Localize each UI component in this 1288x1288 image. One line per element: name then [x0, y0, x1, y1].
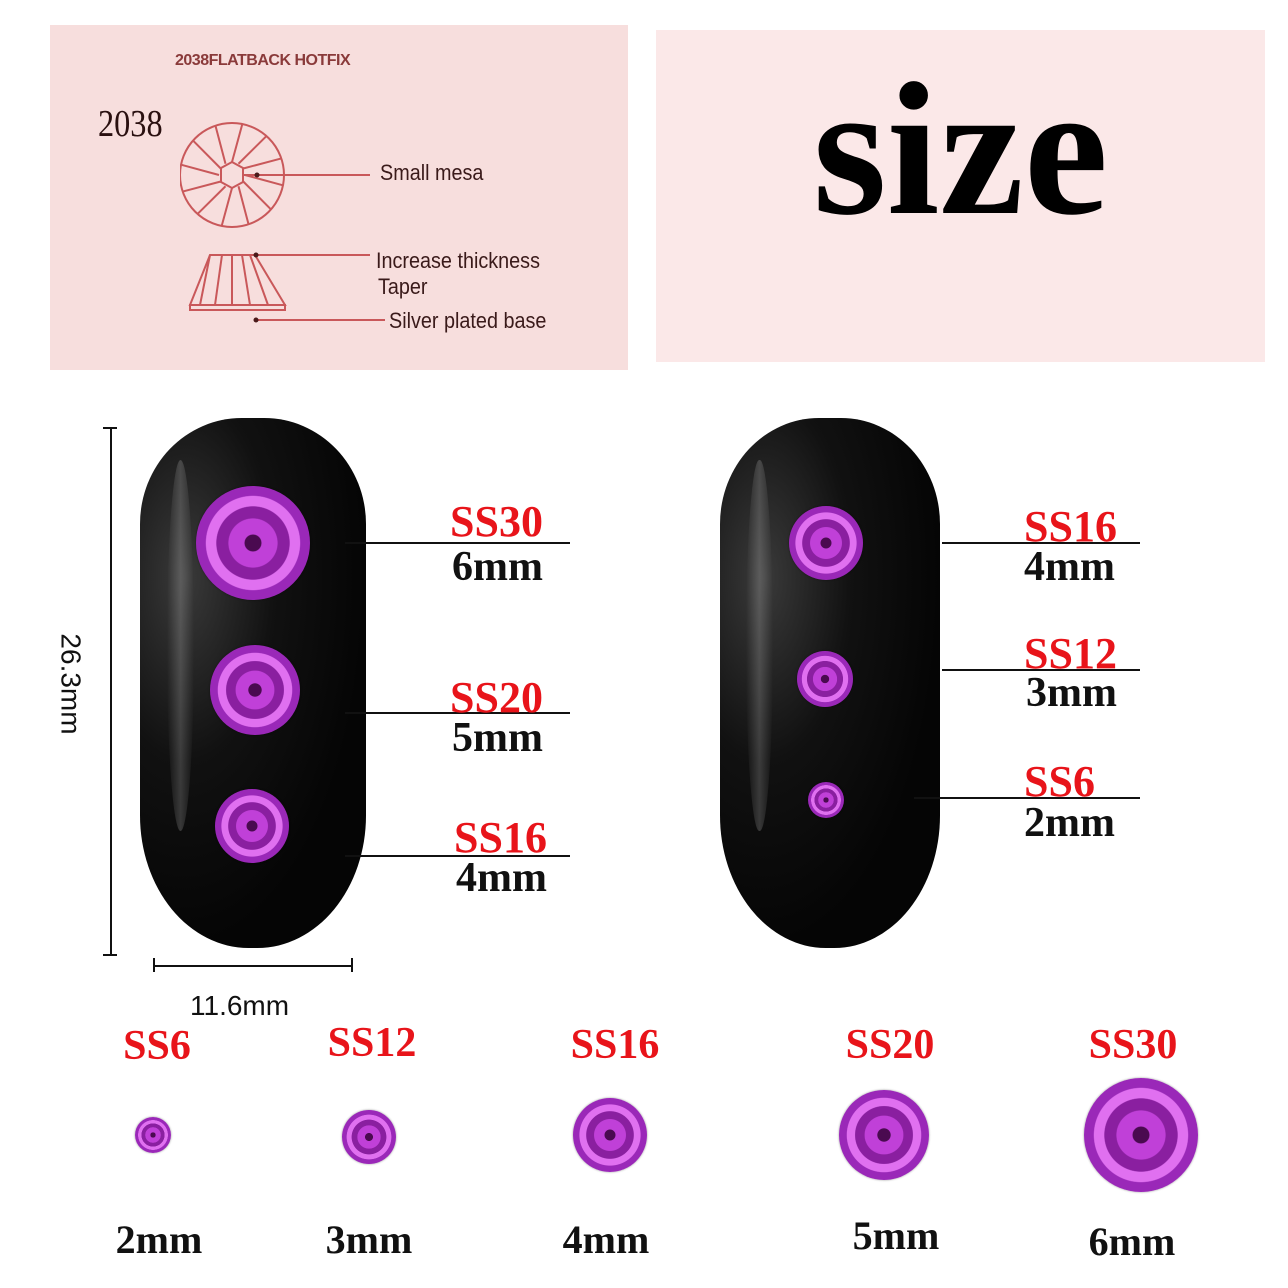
dimension-tick: [351, 958, 353, 972]
rhinestone-ss20: [210, 645, 300, 735]
diagram-spoke: [242, 180, 272, 211]
dimension-tick: [103, 427, 117, 429]
size-ss-label: SS16: [570, 1022, 660, 1068]
rhinestone-ss6: [808, 782, 844, 818]
ss-label: SS6: [1024, 757, 1095, 806]
model-number: 2038: [98, 103, 163, 145]
ss-label: SS16: [1024, 502, 1117, 551]
size-mm-label: 3mm: [325, 1217, 413, 1262]
rhinestone-6mm: [1084, 1078, 1198, 1192]
rhinestone-4mm: [573, 1098, 647, 1172]
size-ss-label: SS12: [327, 1020, 417, 1066]
height-dimension-line: [110, 427, 112, 955]
mm-label: 4mm: [456, 855, 547, 901]
mm-label: 5mm: [452, 715, 543, 761]
size-mm-label: 4mm: [562, 1217, 650, 1262]
callout-line: [345, 542, 570, 544]
mm-label: 4mm: [1024, 544, 1115, 590]
width-dimension-line: [153, 965, 353, 967]
rhinestone-3mm: [342, 1110, 396, 1164]
dimension-tick: [103, 954, 117, 956]
dimension-tick: [153, 958, 155, 972]
ss-label: SS20: [450, 673, 543, 722]
structure-diagram-panel: [50, 25, 628, 370]
rhinestone-diagram-icon: [180, 122, 385, 323]
callout-line: [942, 669, 1140, 671]
diagram-spoke: [237, 135, 268, 165]
diagram-spoke: [196, 185, 227, 215]
rhinestone-ss12: [797, 651, 853, 707]
rhinestone-2mm: [135, 1117, 171, 1153]
size-mm-label: 6mm: [1088, 1219, 1176, 1264]
diagram-spoke: [220, 187, 233, 227]
label-taper: Taper: [378, 274, 428, 299]
diagram-spoke: [214, 125, 227, 164]
diagram-spoke: [237, 186, 250, 225]
mm-label: 6mm: [452, 544, 543, 590]
size-ss-label: SS6: [123, 1023, 191, 1069]
label-increase-thickness: Increase thickness: [376, 248, 540, 273]
diagram-spoke: [243, 157, 282, 170]
diagram-spoke: [244, 174, 284, 187]
ss-label: SS12: [1024, 629, 1117, 678]
callout-line: [942, 542, 1140, 544]
diagram-spoke: [231, 123, 244, 163]
diagram-spoke: [182, 180, 221, 193]
ss-label: SS30: [450, 497, 543, 546]
size-mm-label: 2mm: [115, 1217, 203, 1262]
size-ss-label: SS20: [845, 1022, 935, 1068]
size-ss-label: SS30: [1088, 1022, 1178, 1068]
rhinestone-ss16: [789, 506, 863, 580]
label-small-mesa: Small mesa: [380, 160, 484, 185]
callout-line: [345, 712, 570, 714]
callout-line: [914, 797, 1140, 799]
diagram-spoke: [180, 163, 220, 176]
rhinestone-5mm: [839, 1090, 929, 1180]
size-heading: size: [812, 45, 1109, 255]
ss-label: SS16: [454, 813, 547, 862]
size-heading-panel: [656, 30, 1265, 362]
size-mm-label: 5mm: [852, 1213, 940, 1258]
diagram-title: 2038FLATBACK HOTFIX: [175, 52, 351, 69]
height-dimension-label: 26.3mm: [55, 633, 87, 735]
rhinestone-ss30: [196, 486, 310, 600]
callout-line: [345, 855, 570, 857]
diagram-spoke: [192, 139, 222, 170]
width-dimension-label: 11.6mm: [190, 990, 290, 1021]
mm-label: 2mm: [1024, 800, 1115, 846]
mm-label: 3mm: [1026, 670, 1117, 716]
rhinestone-ss16: [215, 789, 289, 863]
label-silver-plated-base: Silver plated base: [389, 308, 547, 333]
